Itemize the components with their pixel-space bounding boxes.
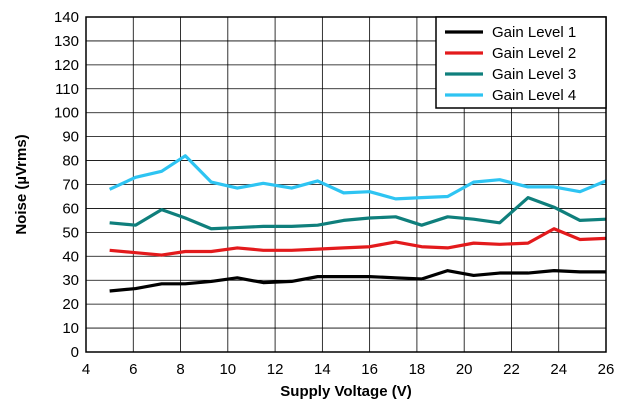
x-tick-label: 18 [409,361,426,378]
y-tick-label: 90 [62,129,79,146]
y-tick-label: 130 [54,33,79,50]
x-tick-labels: 4 6 8 10 12 14 16 18 20 22 24 26 [82,361,615,378]
legend-label-gain-level-2: Gain Level 2 [492,45,576,62]
y-tick-label: 40 [62,248,79,265]
y-tick-label: 120 [54,57,79,74]
plot-frame [85,16,607,353]
y-tick-labels: 0 10 20 30 40 50 60 70 80 90 100 110 120 130 140 [54,9,79,361]
x-tick-label: 24 [550,361,567,378]
y-tick-label: 30 [62,272,79,289]
series-line-gain-level-2 [109,227,607,257]
x-tick-label: 14 [314,361,331,378]
x-tick-label: 16 [361,361,378,378]
y-tick-label: 10 [62,320,79,337]
y-axis-title: Noise (µVrms) [13,134,30,234]
x-tick-label: 22 [503,361,520,378]
x-tick-label: 12 [267,361,284,378]
series-line-gain-level-1 [109,269,606,293]
legend-label-gain-level-4: Gain Level 4 [492,87,576,104]
y-tick-label: 100 [54,105,79,122]
series-line-gain-level-3 [109,196,607,231]
x-tick-label: 6 [129,361,137,378]
x-tick-label: 8 [176,361,184,378]
y-tick-label: 20 [62,296,79,313]
legend-label-gain-level-1: Gain Level 1 [492,24,576,41]
x-axis-title: Supply Voltage (V) [280,383,411,400]
series-lines [108,154,607,293]
x-tick-label: 20 [456,361,473,378]
y-tick-label: 60 [62,200,79,217]
y-tick-label: 0 [71,344,79,361]
legend-label-gain-level-3: Gain Level 3 [492,66,576,83]
x-tick-label: 4 [82,361,90,378]
y-tick-label: 50 [62,224,79,241]
y-tick-label: 110 [55,81,79,98]
y-tick-label: 140 [54,9,79,26]
x-tick-label: 10 [219,361,236,378]
y-tick-label: 80 [62,153,79,170]
legend: Gain Level 1 Gain Level 2 Gain Level 3 Gain… [435,16,607,109]
series-line-gain-level-4 [108,154,607,201]
x-tick-label: 26 [598,361,615,378]
y-tick-label: 70 [62,177,79,194]
